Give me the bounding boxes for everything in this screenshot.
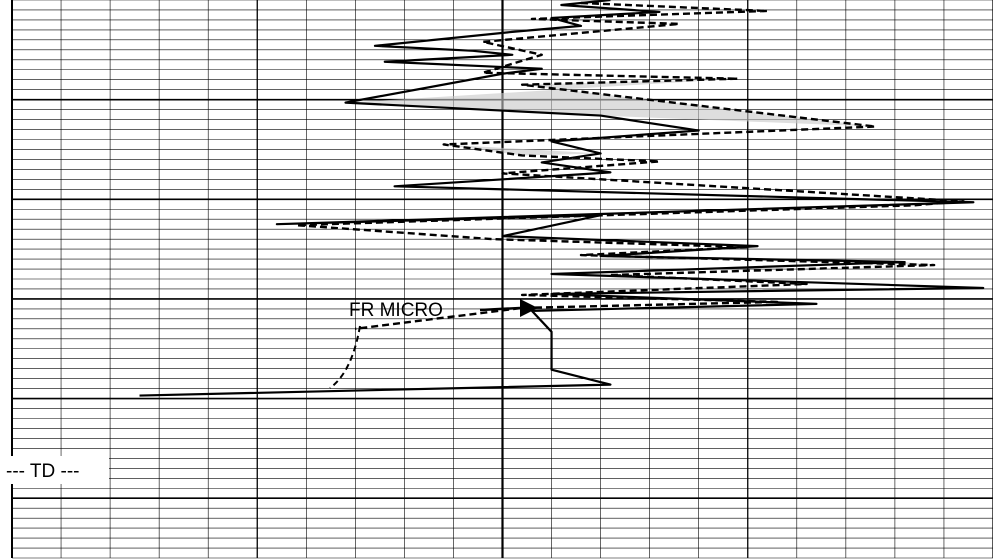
dashed-log-curve [295,1,965,331]
fr-micro-leader-line [329,325,361,389]
td-label: --- TD --- [6,461,80,482]
annotations: FR MICRO --- TD --- [5,299,538,484]
log-curves [139,0,985,397]
fr-micro-label: FR MICRO [349,300,443,321]
solid-log-curve [139,0,985,397]
fr-micro-arrow-shaft [479,306,521,312]
curve-separation-fill [443,144,601,156]
curve-separation-fill [345,78,876,127]
td-label-background [5,456,109,484]
fr-micro-arrowhead [520,299,538,317]
chart-grid [11,0,993,559]
